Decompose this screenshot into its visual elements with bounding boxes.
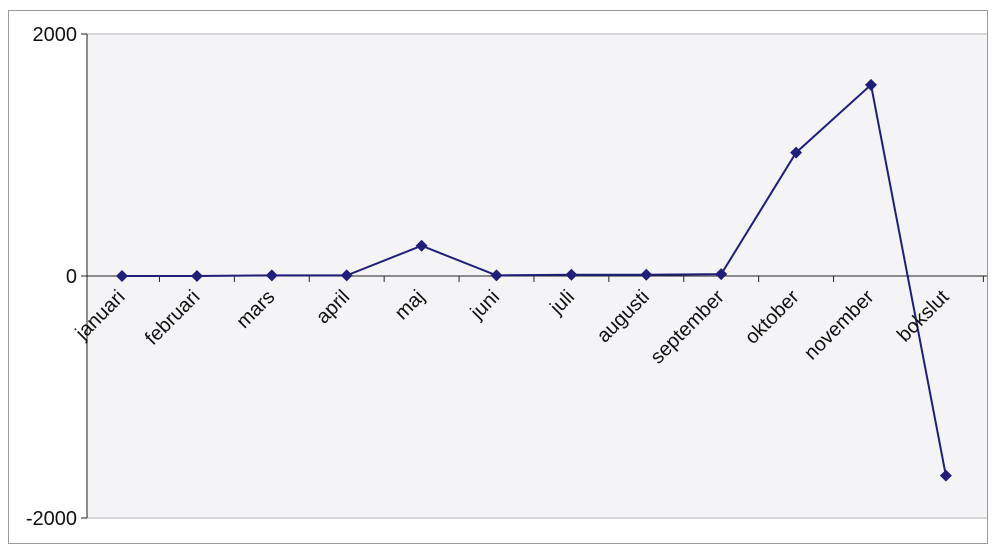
- series-line: [122, 82, 947, 476]
- y-tick-label: -2000: [26, 508, 77, 530]
- data-point-marker: [415, 239, 428, 252]
- data-point-marker: [265, 269, 278, 282]
- y-tick-label: 2000: [33, 24, 78, 46]
- data-point-marker: [939, 469, 952, 482]
- y-tick-label: 0: [66, 266, 77, 288]
- chart-frame: 2000 0 -2000 januari februari mars april maj jun…: [8, 10, 988, 544]
- data-point-marker: [490, 269, 503, 282]
- data-point-marker: [190, 270, 203, 282]
- data-point-marker: [865, 78, 877, 91]
- data-point-marker: [116, 270, 128, 282]
- data-point-marker: [640, 268, 653, 281]
- data-point-marker: [790, 146, 803, 159]
- data-point-marker: [340, 269, 353, 282]
- data-point-marker: [565, 268, 578, 281]
- data-point-marker: [715, 268, 728, 281]
